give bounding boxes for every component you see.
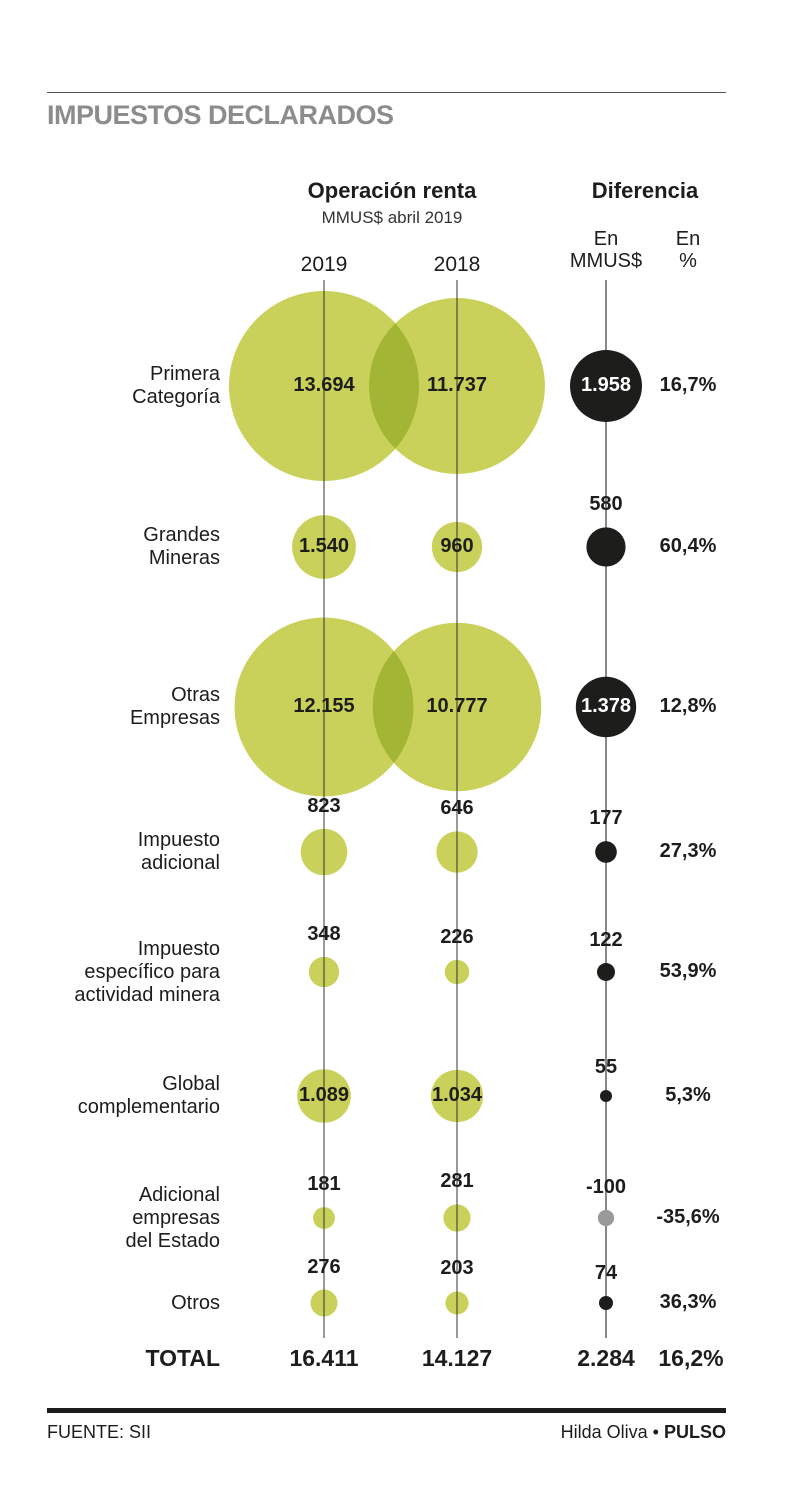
value-2019: 276 xyxy=(307,1255,341,1278)
value-2019: 13.694 xyxy=(293,374,355,396)
value-pct: 12,8% xyxy=(659,695,717,717)
value-diff: 74 xyxy=(594,1262,618,1284)
total-2018: 14.127 xyxy=(421,1345,493,1371)
value-2018: 203 xyxy=(440,1257,474,1280)
value-2018: 226 xyxy=(440,925,474,948)
value-diff: 1.958 xyxy=(580,374,632,396)
value-2018: 281 xyxy=(440,1170,474,1193)
total-pct: 16,2% xyxy=(658,1345,724,1371)
value-diff: 580 xyxy=(589,493,623,516)
diff-dot xyxy=(586,527,626,567)
value-2019: 1.540 xyxy=(298,535,350,557)
value-2019: 181 xyxy=(307,1173,341,1196)
value-diff: -100 xyxy=(585,1175,627,1198)
diff-dot xyxy=(597,963,615,981)
row-label: Adicional empresas del Estado xyxy=(125,1183,220,1252)
footer-source: FUENTE: SII xyxy=(47,1422,152,1442)
header-year-2018: 2018 xyxy=(433,253,481,276)
row-label: Otras Empresas xyxy=(129,684,220,729)
footer-outlet: PULSO xyxy=(663,1422,726,1442)
header-year-2019: 2019 xyxy=(300,253,348,276)
header-operacion-sub: MMUS$ abril 2019 xyxy=(321,208,463,227)
value-pct: 53,9% xyxy=(659,960,717,982)
value-2019: 823 xyxy=(307,794,341,817)
footer-author: Hilda Oliva xyxy=(560,1422,648,1442)
diff-dot xyxy=(597,1209,615,1227)
value-pct: 36,3% xyxy=(659,1291,717,1313)
row-label: Grandes Mineras xyxy=(143,524,220,569)
footer-separator: • xyxy=(647,1422,664,1442)
value-2018: 10.777 xyxy=(426,695,488,717)
row-label: Primera Categoría xyxy=(132,363,220,408)
top-rule xyxy=(47,92,726,93)
diff-dot xyxy=(599,1296,613,1310)
header-operacion: Operación renta xyxy=(307,178,477,203)
header-dif-pct: En % xyxy=(675,228,701,272)
value-2018: 960 xyxy=(440,535,474,557)
value-pct: 5,3% xyxy=(665,1084,711,1106)
value-pct: 16,7% xyxy=(659,374,717,396)
row-label: Impuesto específico para actividad miner… xyxy=(74,937,220,1006)
value-diff: 1.378 xyxy=(580,695,632,717)
value-pct: -35,6% xyxy=(656,1206,720,1228)
value-2018: 11.737 xyxy=(426,374,488,396)
value-diff: 122 xyxy=(589,929,623,951)
value-2019: 12.155 xyxy=(293,695,355,717)
chart-title: IMPUESTOS DECLARADOS xyxy=(47,100,394,130)
total-2019: 16.411 xyxy=(289,1345,359,1371)
value-2018: 646 xyxy=(440,797,474,820)
value-pct: 60,4% xyxy=(659,535,717,557)
value-diff: 55 xyxy=(594,1055,618,1078)
value-2019: 348 xyxy=(307,922,341,945)
value-2018: 1.034 xyxy=(431,1084,483,1106)
diff-dot xyxy=(595,841,617,863)
diff-dot xyxy=(599,1089,613,1103)
bottom-rule xyxy=(47,1408,726,1413)
diff-dot xyxy=(570,350,642,422)
value-2019: 1.089 xyxy=(298,1084,350,1106)
value-diff: 177 xyxy=(589,807,623,830)
header-dif-mmus: En MMUS$ xyxy=(569,228,643,272)
total-diff: 2.284 xyxy=(577,1345,635,1371)
row-label: Otros xyxy=(171,1291,220,1314)
row-label: Impuesto adicional xyxy=(137,829,220,874)
value-pct: 27,3% xyxy=(659,840,717,862)
diff-dot xyxy=(575,676,637,738)
footer-credit: Hilda Oliva • PULSO xyxy=(561,1422,726,1443)
total-label: TOTAL xyxy=(145,1345,220,1371)
row-label: Global complementario xyxy=(77,1073,220,1118)
header-diferencia: Diferencia xyxy=(591,178,699,203)
